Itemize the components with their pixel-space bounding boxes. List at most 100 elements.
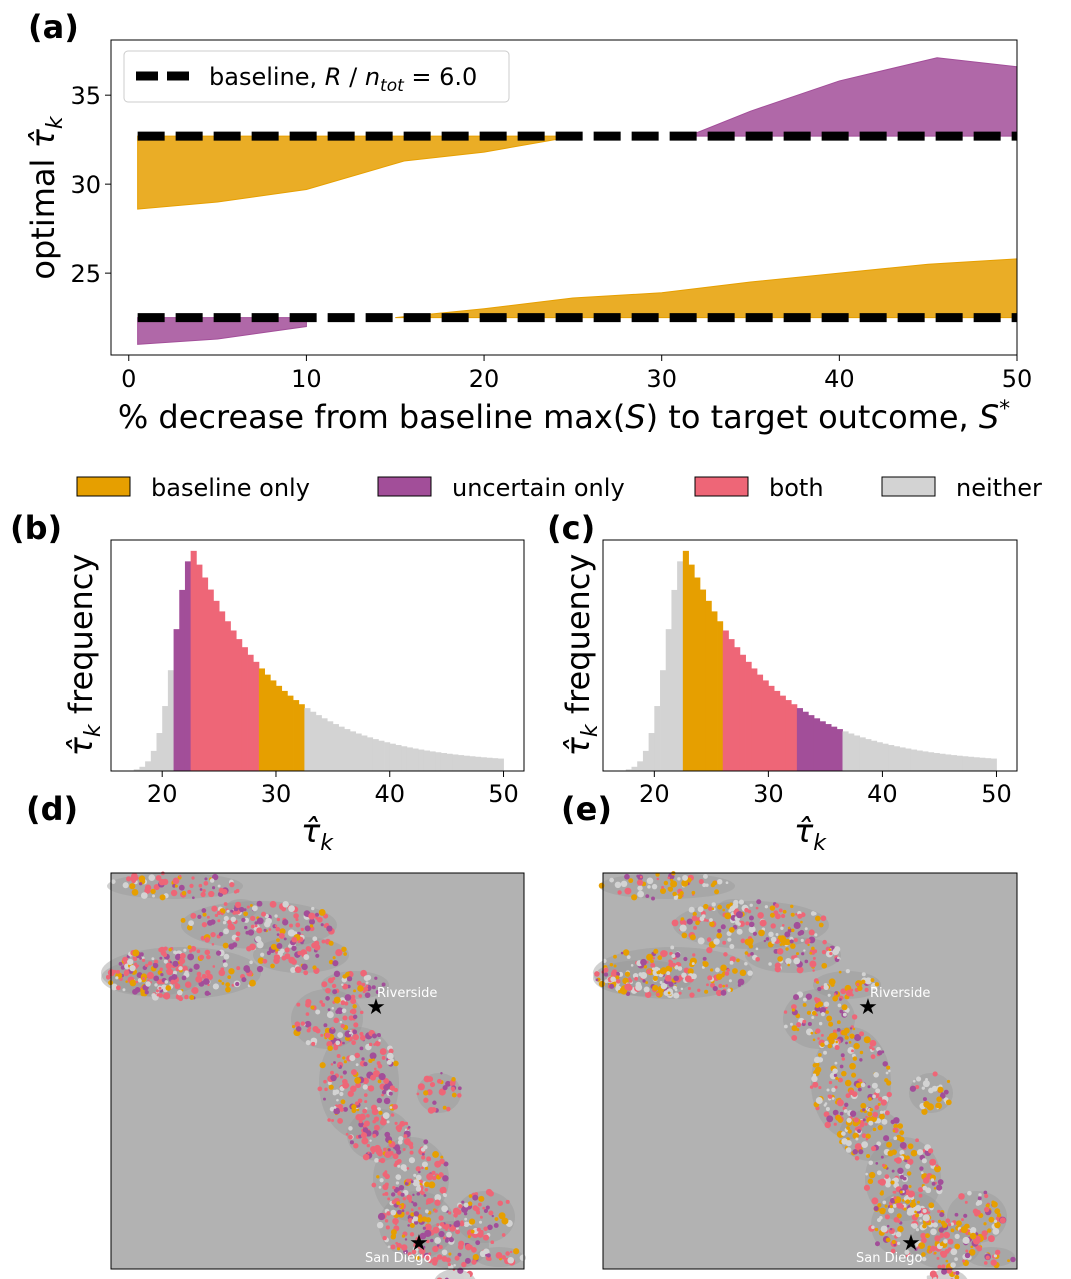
panel-c-bar-both (728, 639, 735, 771)
map-e-pixel (793, 994, 800, 1001)
map-d-pixel (116, 969, 121, 974)
map-e-pixel (713, 938, 720, 945)
map-d-pixel (247, 929, 255, 936)
map-d-pixel (230, 925, 236, 931)
map-d-pixel (464, 1257, 471, 1264)
map-e-pixel (655, 872, 660, 877)
map-d-pixel (396, 1209, 402, 1215)
panel-c-bar-neither (853, 735, 861, 771)
map-d-pixel (333, 996, 341, 1004)
map-e-pixel (937, 1179, 944, 1186)
map-d-pixel (379, 1048, 387, 1055)
map-e-pixel (908, 1185, 912, 1189)
map-e-pixel (880, 1190, 884, 1194)
map-e-pixel (795, 912, 798, 916)
map-e-pixel (693, 925, 697, 930)
panel-c-bar-both (774, 690, 781, 771)
panel-b-x-tick-label: 40 (374, 780, 405, 808)
map-d-pixel (181, 975, 187, 981)
map-d-pixel (201, 921, 208, 928)
panel-b-bar-both (202, 577, 209, 771)
map-d-pixel (319, 1000, 323, 1004)
map-d-pixel (342, 1056, 346, 1060)
map-e-pixel (800, 920, 803, 924)
map-d-pixel (138, 882, 143, 886)
map-d-pixel (407, 1224, 411, 1227)
map-e-pixel (883, 1208, 886, 1211)
map-d-pixel (361, 1137, 369, 1145)
map-e-pixel (777, 956, 783, 962)
map-d-pixel (476, 1227, 481, 1232)
map-d-pixel (367, 1085, 375, 1092)
map-d-pixel (321, 981, 328, 988)
map-e-pixel (937, 1219, 942, 1224)
panel-b-bar-neither (315, 715, 322, 771)
map-d-pixel (178, 996, 184, 1002)
map-e-pixel (977, 1196, 982, 1201)
map-d-pixel (457, 1093, 462, 1098)
map-d-pixel (365, 981, 369, 985)
map-d-pixel (355, 1063, 359, 1067)
map-d-pixel (364, 1100, 368, 1104)
map-e-pixel (943, 1239, 948, 1244)
panel-a-y-axis-label: optimal τ̂k (24, 115, 68, 279)
map-d-pixel (376, 1097, 383, 1104)
map-e-pixel (849, 1027, 853, 1030)
map-e-pixel (914, 1210, 918, 1214)
panel-b-bar-neither (406, 747, 413, 771)
panel-a-baselines (137, 131, 1017, 323)
map-d-pixel (311, 906, 315, 911)
map-e-pixel (595, 978, 599, 982)
panel-a-band-baseline-only-0 (137, 135, 573, 210)
map-d-pixel (378, 1073, 386, 1081)
panel-c-bar-neither (945, 754, 952, 771)
map-e-pixel (670, 945, 675, 950)
map-e-pixel (849, 1033, 855, 1039)
map-e-pixel (922, 1097, 927, 1102)
map-d-pixel (432, 1245, 439, 1253)
map-e-pixel (796, 1022, 802, 1028)
panel-c-bar-uncertain-only (836, 729, 843, 771)
map-d-pixel (453, 1263, 456, 1267)
panel-b-x-axis-label: τ̂k (301, 812, 334, 856)
map-e-pixel (692, 911, 697, 917)
panel-c-bar-baseline-only (682, 550, 689, 771)
map-d-pixel (413, 1220, 419, 1225)
map-d-pixel (348, 1015, 354, 1021)
map-e-pixel (876, 1170, 882, 1176)
map-e-pixel (791, 1004, 797, 1010)
map-e-pixel (790, 912, 795, 917)
map-e-pixel (897, 1123, 904, 1129)
map-d-pixel (180, 917, 186, 923)
panel-label-c: (c) (547, 509, 595, 547)
map-e-pixel (686, 918, 693, 925)
map-d-pixel (377, 1079, 382, 1084)
map-e-pixel (851, 1049, 854, 1053)
map-e-pixel (932, 1071, 938, 1077)
map-e-pixel (818, 1085, 822, 1090)
map-d-pixel (244, 967, 251, 973)
map-e-pixel (937, 1086, 944, 1093)
map-e-pixel (620, 951, 624, 955)
map-d-pixel (270, 963, 275, 969)
map-e-pixel (617, 890, 622, 895)
map-d-pixel (366, 1143, 370, 1148)
map-d-pixel (300, 927, 305, 932)
map-d-pixel (356, 1108, 360, 1112)
map-d-pixel (452, 1207, 460, 1215)
map-e-pixel (723, 952, 728, 957)
map-d-pixel (147, 979, 150, 982)
legend-swatch-both (694, 476, 749, 497)
map-d-pixel (314, 944, 321, 951)
map-d-sandiego-label: San Diego (365, 1251, 431, 1266)
map-d-pixel (356, 980, 362, 986)
map-d-pixel (135, 980, 139, 984)
map-d-pixel (350, 1085, 357, 1093)
map-e-pixel (854, 1155, 860, 1161)
map-d-pixel (390, 1229, 397, 1236)
panel-c-bar-both (739, 654, 746, 771)
map-d-pixel (221, 982, 225, 985)
map-d-pixel (204, 877, 208, 881)
map-d-pixel (165, 985, 172, 991)
map-d-pixel (440, 1155, 444, 1159)
